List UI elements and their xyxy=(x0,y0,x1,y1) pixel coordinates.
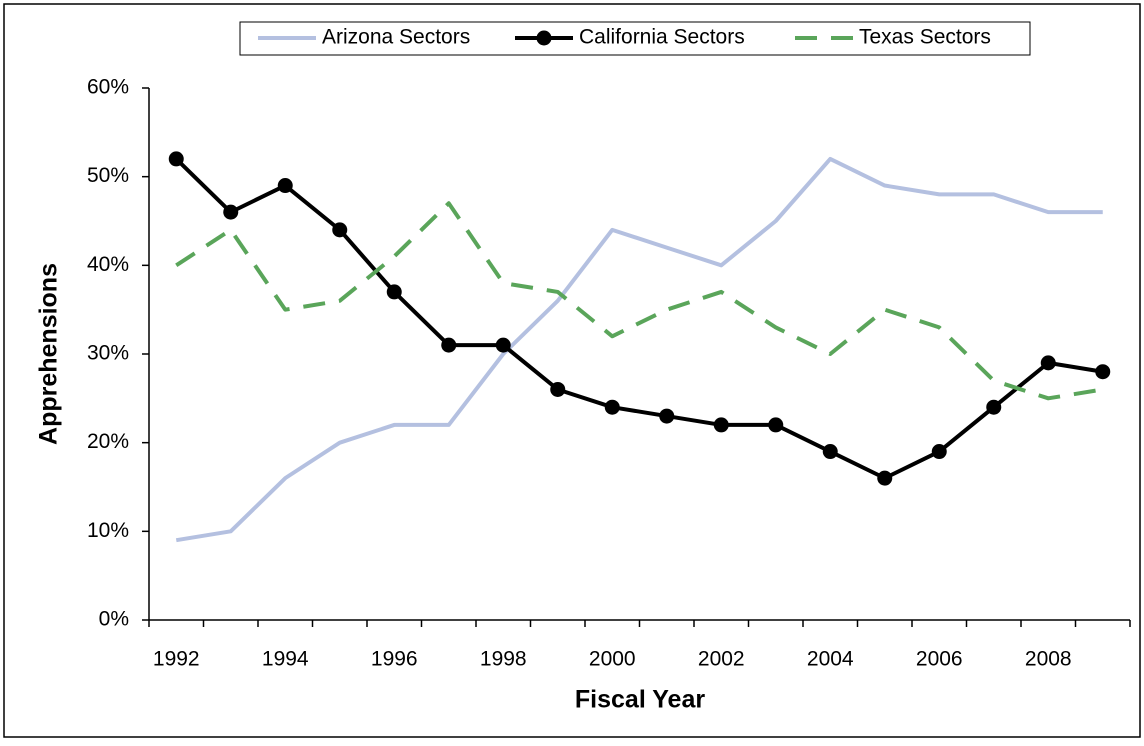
data-point xyxy=(931,444,947,460)
x-tick-label: 1994 xyxy=(262,648,309,671)
data-point xyxy=(986,399,1002,415)
legend-label: Texas Sectors xyxy=(859,26,991,49)
data-point xyxy=(223,204,239,220)
data-point xyxy=(877,470,893,486)
series-line xyxy=(175,156,1103,543)
y-tick-label: 60% xyxy=(87,76,129,99)
y-tick-label: 40% xyxy=(87,253,129,276)
x-tick-label: 1992 xyxy=(153,648,200,671)
data-point xyxy=(822,444,838,460)
data-point xyxy=(604,399,620,415)
y-tick-label: 50% xyxy=(87,164,129,187)
data-point xyxy=(1040,355,1056,371)
legend-label: California Sectors xyxy=(579,26,745,49)
y-tick-label: 30% xyxy=(87,342,129,365)
series-line xyxy=(174,157,1104,481)
y-tick-label: 0% xyxy=(99,608,129,631)
data-point xyxy=(441,337,457,353)
legend-marker xyxy=(536,30,552,46)
legend-label: Arizona Sectors xyxy=(322,26,470,49)
x-tick-label: 1998 xyxy=(480,648,527,671)
x-tick-label: 2006 xyxy=(916,648,963,671)
y-tick-label: 10% xyxy=(87,519,129,542)
x-tick-label: 1996 xyxy=(371,648,418,671)
data-point xyxy=(659,408,675,424)
x-tick-label: 2002 xyxy=(698,648,745,671)
data-point xyxy=(713,417,729,433)
x-tick-label: 2004 xyxy=(807,648,854,671)
series-line xyxy=(175,201,1104,401)
data-point xyxy=(1095,364,1111,380)
y-axis-title: Apprehensions xyxy=(35,263,63,445)
data-point xyxy=(332,222,348,238)
data-point xyxy=(168,151,184,167)
data-point xyxy=(386,284,402,300)
data-point xyxy=(550,381,566,397)
data-point xyxy=(277,178,293,194)
frame xyxy=(3,3,1141,738)
y-tick-label: 20% xyxy=(87,430,129,453)
x-axis-title: Fiscal Year xyxy=(575,686,705,714)
x-tick-label: 2008 xyxy=(1025,648,1072,671)
data-point xyxy=(768,417,784,433)
data-point xyxy=(495,337,511,353)
x-tick-label: 2000 xyxy=(589,648,636,671)
legend-box xyxy=(239,21,1031,56)
